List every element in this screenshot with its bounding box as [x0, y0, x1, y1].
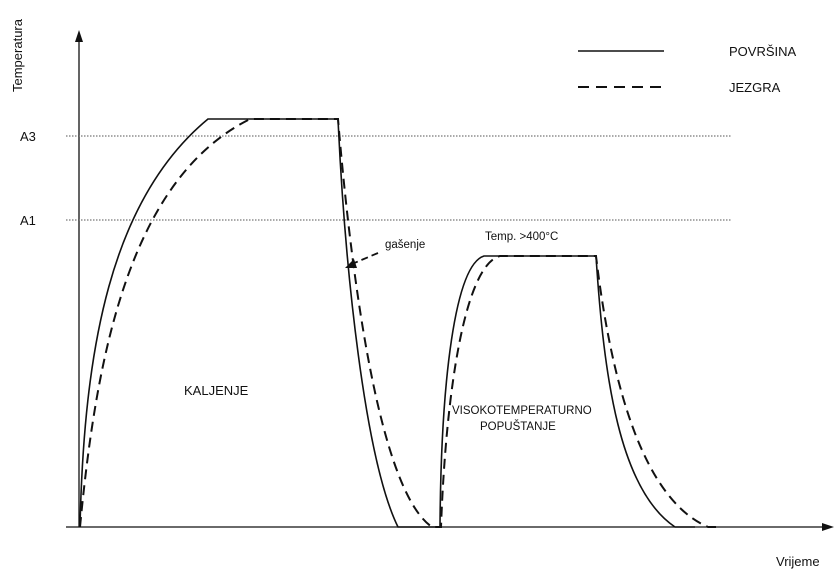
x-axis-arrow [822, 523, 834, 531]
quench-arrow-line [351, 252, 379, 265]
surface-curve [79, 118, 695, 528]
core-curve [79, 118, 720, 528]
hardening-label: KALJENJE [184, 383, 249, 398]
quench-label: gašenje [385, 239, 425, 251]
a1-label: A1 [20, 213, 36, 228]
temp-note-label: Temp. >400°C [485, 231, 558, 243]
legend-core-label: JEZGRA [729, 80, 781, 95]
y-axis-label: Temperatura [10, 18, 25, 92]
x-axis-label: Vrijeme [776, 554, 820, 569]
tempering-label-line2: POPUŠTANJE [480, 420, 556, 433]
a3-label: A3 [20, 129, 36, 144]
legend-surface-label: POVRŠINA [729, 44, 797, 59]
tempering-label-line1: VISOKOTEMPERATURNO [452, 405, 592, 417]
quench-arrow-head [345, 259, 357, 268]
y-axis-arrow [75, 30, 83, 42]
